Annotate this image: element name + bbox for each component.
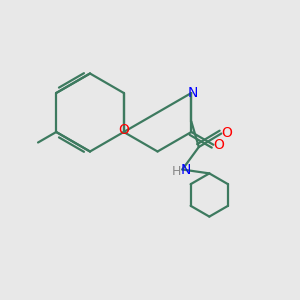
Text: H: H — [172, 165, 182, 178]
Text: O: O — [213, 138, 224, 152]
Text: O: O — [221, 127, 232, 140]
Text: O: O — [118, 124, 129, 137]
Text: N: N — [188, 86, 198, 100]
Text: N: N — [181, 163, 191, 176]
